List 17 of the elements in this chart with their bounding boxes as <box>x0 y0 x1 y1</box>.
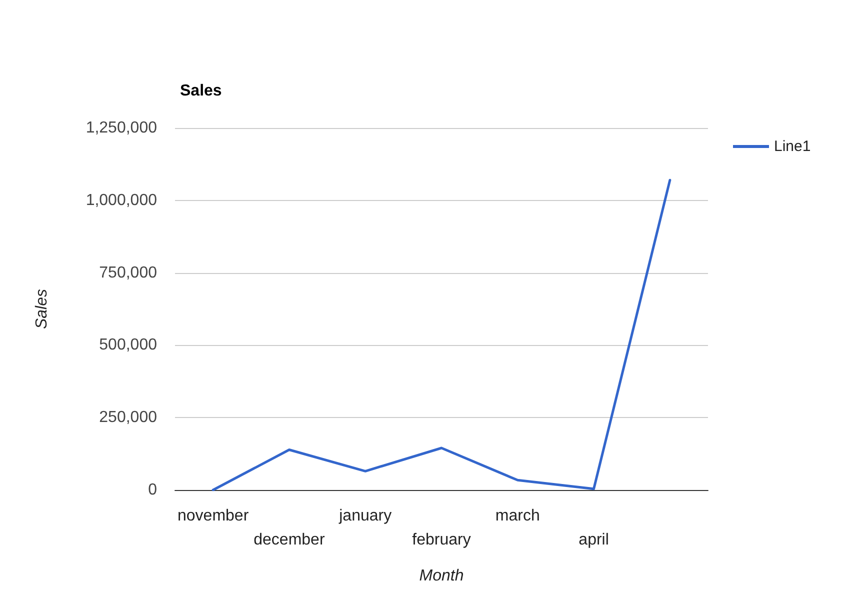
x-tick-label: march <box>495 508 540 524</box>
legend-label: Line1 <box>774 138 811 155</box>
x-tick-label: november <box>177 508 250 524</box>
y-tick-label: 1,250,000 <box>86 120 158 136</box>
x-tick-label: february <box>412 532 471 548</box>
x-axis-title: Month <box>419 568 464 584</box>
y-axis-title: Sales <box>34 288 50 330</box>
x-tick-label: april <box>578 532 609 548</box>
y-tick-label: 500,000 <box>99 336 158 354</box>
x-tick-label: december <box>254 532 326 548</box>
y-tick-label: 250,000 <box>99 409 158 426</box>
line-series <box>212 178 672 492</box>
x-tick-label: january <box>338 508 392 524</box>
y-tick-label: 750,000 <box>99 264 158 282</box>
chart-title: Sales <box>180 82 222 100</box>
y-tick-label: 0 <box>148 482 158 498</box>
y-tick-label: 1,000,000 <box>86 192 158 209</box>
